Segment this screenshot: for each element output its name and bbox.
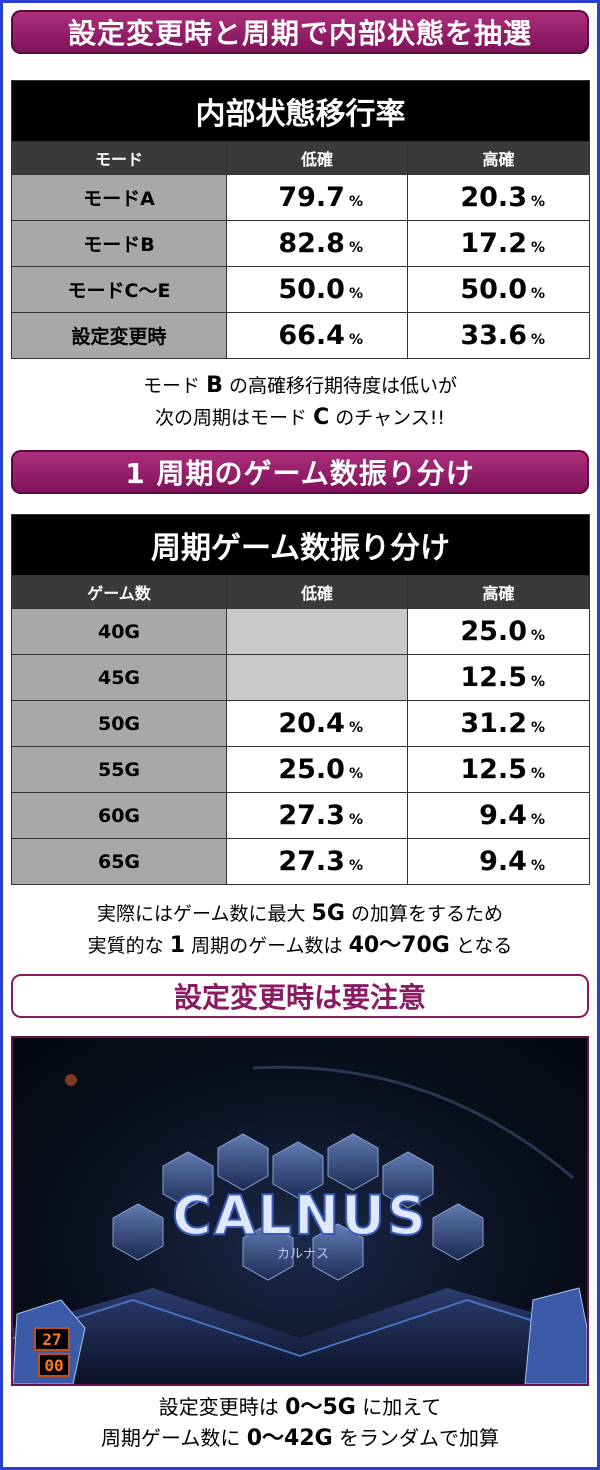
- table-row: モードA 79.7% 20.3%: [11, 174, 591, 221]
- table-row: モードB 82.8% 17.2%: [11, 220, 591, 267]
- column-header: モード: [11, 141, 227, 175]
- table-row: 60G 27.3% 9.4%: [11, 792, 591, 839]
- row-label: モードB: [11, 220, 227, 267]
- section-banner-game-count: 1 周期のゲーム数振り分け: [11, 450, 589, 494]
- hexagon-backdrop: [112, 1133, 484, 1281]
- value-cell: 66.4%: [226, 312, 408, 359]
- machine-right: [524, 1287, 587, 1384]
- row-label: 45G: [11, 654, 227, 701]
- value-cell: 50.0%: [406, 266, 591, 313]
- section-banner-caution: 設定変更時は要注意: [11, 974, 589, 1018]
- table-row: 設定変更時 66.4% 33.6%: [11, 312, 591, 359]
- counter-bottom: 00: [44, 1356, 63, 1375]
- calnus-screen-illustration: CALNUS カルナス 27 00: [13, 1065, 587, 1384]
- value-cell: 25.0%: [406, 608, 591, 655]
- value-cell: 33.6%: [406, 312, 591, 359]
- column-header: 高確: [406, 141, 591, 175]
- value-cell: 31.2%: [406, 700, 591, 747]
- row-label: 40G: [11, 608, 227, 655]
- row-label: モードA: [11, 174, 227, 221]
- note-setting-change: 設定変更時は 0～5G に加えて 周期ゲーム数に 0～42G をランダムで加算: [100, 1395, 500, 1451]
- counter-top: 27: [42, 1330, 61, 1349]
- stage-floor: [13, 1288, 587, 1384]
- column-header: 低確: [226, 575, 408, 609]
- value-cell: 12.5%: [406, 746, 591, 793]
- calnus-logo-subtitle: カルナス: [277, 1247, 329, 1262]
- game-count-table: 周期ゲーム数振り分け ゲーム数 低確 高確 40G 25.0% 45G 12.5…: [10, 514, 591, 885]
- value-cell: 17.2%: [406, 220, 591, 267]
- value-cell: 82.8%: [226, 220, 408, 267]
- column-header: 高確: [406, 575, 591, 609]
- calnus-logo: CALNUS: [172, 1184, 428, 1247]
- counter-display: 27 00: [34, 1327, 70, 1377]
- row-label: モードC～E: [11, 266, 227, 313]
- table-row: 50G 20.4% 31.2%: [11, 700, 591, 747]
- value-cell: 20.4%: [226, 700, 408, 747]
- row-label: 設定変更時: [11, 312, 227, 359]
- column-header: 低確: [226, 141, 408, 175]
- value-cell: 50.0%: [226, 266, 408, 313]
- table-title: 周期ゲーム数振り分け: [10, 514, 591, 576]
- banner-text: 設定変更時は要注意: [173, 981, 426, 1014]
- table-row: 40G 25.0%: [11, 608, 591, 655]
- banner-text: 1 周期のゲーム数振り分け: [125, 457, 475, 490]
- banner-text: 設定変更時と周期で内部状態を抽選: [67, 17, 532, 50]
- value-cell: 27.3%: [226, 792, 408, 839]
- note-mode-b: モード B の高確移行期待度は低いが 次の周期はモード C のチャンス!!: [143, 373, 457, 430]
- value-cell: 9.4%: [406, 792, 591, 839]
- table-row: 45G 12.5%: [11, 654, 591, 701]
- row-label: 60G: [11, 792, 227, 839]
- table-row: 65G 27.3% 9.4%: [11, 838, 591, 885]
- value-cell: 20.3%: [406, 174, 591, 221]
- value-cell: 79.7%: [226, 174, 408, 221]
- table-title: 内部状態移行率: [10, 80, 591, 142]
- value-cell: 12.5%: [406, 654, 591, 701]
- note-game-count: 実際にはゲーム数に最大 5G の加算をするため 実質的な 1 周期のゲーム数は …: [87, 901, 513, 958]
- planet-icon: [65, 1074, 77, 1086]
- table-row: モードC～E 50.0% 50.0%: [11, 266, 591, 313]
- row-label: 65G: [11, 838, 227, 885]
- value-cell: 9.4%: [406, 838, 591, 885]
- empty-cell: [226, 654, 408, 701]
- transition-rate-table: 内部状態移行率 モード 低確 高確 モードA 79.7% 20.3% モードB …: [10, 80, 591, 359]
- column-header: ゲーム数: [11, 575, 227, 609]
- empty-cell: [226, 608, 408, 655]
- row-label: 50G: [11, 700, 227, 747]
- value-cell: 27.3%: [226, 838, 408, 885]
- row-label: 55G: [11, 746, 227, 793]
- section-banner-lottery: 設定変更時と周期で内部状態を抽選: [11, 10, 589, 54]
- table-row: 55G 25.0% 12.5%: [11, 746, 591, 793]
- game-screen-image: CALNUS カルナス 27 00: [11, 1036, 589, 1386]
- value-cell: 25.0%: [226, 746, 408, 793]
